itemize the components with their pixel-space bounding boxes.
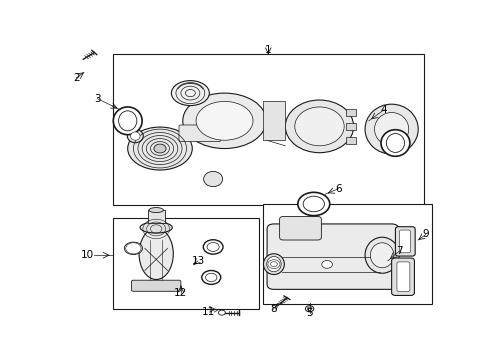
- FancyBboxPatch shape: [267, 224, 398, 289]
- Ellipse shape: [202, 270, 220, 284]
- Ellipse shape: [295, 107, 344, 146]
- Ellipse shape: [264, 254, 284, 275]
- Bar: [263, 102, 285, 140]
- Circle shape: [307, 307, 312, 310]
- Ellipse shape: [183, 93, 267, 149]
- Ellipse shape: [124, 242, 143, 255]
- FancyBboxPatch shape: [400, 230, 410, 253]
- Ellipse shape: [267, 257, 281, 272]
- FancyBboxPatch shape: [131, 280, 181, 291]
- Bar: [346, 137, 356, 144]
- Ellipse shape: [172, 81, 209, 105]
- Text: 9: 9: [422, 229, 429, 239]
- Ellipse shape: [365, 104, 418, 154]
- Text: 11: 11: [202, 307, 215, 317]
- FancyBboxPatch shape: [179, 125, 220, 141]
- Bar: [263, 204, 432, 304]
- Ellipse shape: [113, 107, 142, 135]
- Ellipse shape: [207, 243, 219, 251]
- Ellipse shape: [127, 129, 143, 143]
- Ellipse shape: [139, 228, 173, 279]
- Text: 4: 4: [381, 105, 388, 115]
- Circle shape: [305, 306, 314, 312]
- Text: 8: 8: [270, 304, 276, 314]
- Ellipse shape: [203, 240, 223, 254]
- Bar: [346, 109, 356, 116]
- Text: 1: 1: [265, 45, 271, 55]
- Ellipse shape: [119, 111, 137, 131]
- FancyBboxPatch shape: [395, 227, 415, 256]
- Bar: [148, 210, 165, 222]
- Ellipse shape: [149, 208, 163, 212]
- Text: 2: 2: [73, 73, 80, 83]
- Ellipse shape: [285, 100, 354, 153]
- Text: 5: 5: [307, 309, 313, 319]
- Text: 7: 7: [396, 246, 403, 256]
- Text: 12: 12: [174, 288, 188, 298]
- FancyBboxPatch shape: [280, 216, 321, 240]
- Ellipse shape: [370, 243, 394, 268]
- Bar: [346, 123, 356, 130]
- Bar: [113, 218, 259, 309]
- FancyBboxPatch shape: [392, 258, 415, 296]
- Bar: [113, 54, 424, 205]
- Text: 3: 3: [94, 94, 100, 104]
- Ellipse shape: [386, 134, 405, 152]
- Ellipse shape: [206, 273, 217, 282]
- Ellipse shape: [298, 192, 330, 216]
- Text: 10: 10: [81, 250, 95, 260]
- Circle shape: [322, 261, 332, 268]
- Circle shape: [154, 144, 166, 153]
- Text: 13: 13: [191, 256, 205, 266]
- Ellipse shape: [140, 222, 172, 233]
- Circle shape: [219, 310, 225, 315]
- FancyBboxPatch shape: [397, 262, 410, 292]
- Ellipse shape: [128, 127, 192, 170]
- Ellipse shape: [130, 132, 140, 140]
- Ellipse shape: [365, 237, 399, 273]
- Ellipse shape: [196, 102, 253, 140]
- Circle shape: [126, 243, 141, 254]
- Ellipse shape: [204, 171, 222, 186]
- Ellipse shape: [374, 112, 409, 146]
- Ellipse shape: [381, 130, 410, 156]
- Ellipse shape: [303, 196, 324, 212]
- Text: 6: 6: [335, 184, 342, 194]
